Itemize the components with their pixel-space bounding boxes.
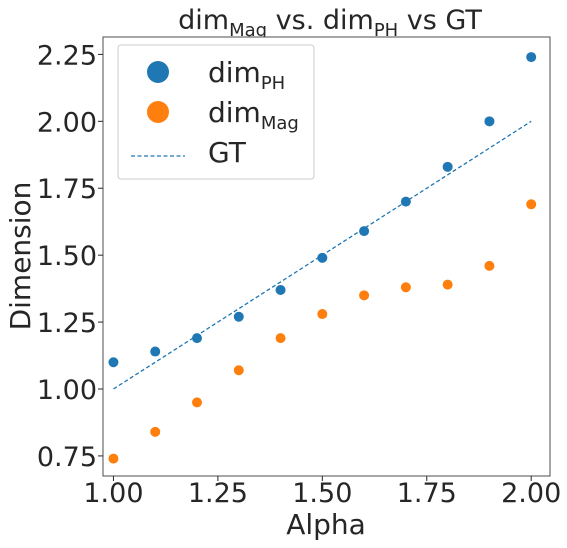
x-tick-label: 2.00 <box>501 478 561 509</box>
y-tick-label: 2.00 <box>37 107 97 138</box>
point-dim-mag <box>108 453 119 464</box>
point-dim-ph <box>359 226 370 237</box>
point-dim-mag <box>317 309 328 320</box>
point-dim-ph <box>191 333 202 344</box>
point-dim-mag <box>526 199 537 210</box>
legend-frame <box>117 44 315 180</box>
point-dim-mag <box>442 279 453 290</box>
legend-marker-dot <box>147 101 169 123</box>
point-dim-mag <box>400 282 411 293</box>
gt-line <box>113 120 532 390</box>
y-tick-label: 2.25 <box>37 40 97 71</box>
x-axis-label: Alpha <box>286 508 366 541</box>
legend-label: dimMag <box>208 96 299 134</box>
x-tick-label: 1.00 <box>83 478 143 509</box>
point-dim-ph <box>317 252 328 263</box>
point-dim-mag <box>359 290 370 301</box>
y-tick-label: 1.75 <box>37 174 97 205</box>
point-dim-ph <box>275 284 286 295</box>
legend-label: dimPH <box>208 56 285 94</box>
series-layer <box>108 52 537 464</box>
y-tick-label: 1.00 <box>37 375 97 406</box>
point-dim-mag <box>275 333 286 344</box>
point-dim-mag <box>191 397 202 408</box>
y-tick-label: 0.75 <box>37 442 97 473</box>
x-tick-label: 1.25 <box>188 478 248 509</box>
point-dim-ph <box>442 161 453 172</box>
point-dim-ph <box>526 52 537 63</box>
y-tick-label: 1.25 <box>37 308 97 339</box>
chart-title: dimMag vs. dimPH vs GT <box>178 5 482 41</box>
y-tick-label: 1.50 <box>37 241 97 272</box>
point-dim-ph <box>484 116 495 127</box>
point-dim-ph <box>108 357 119 368</box>
point-dim-mag <box>233 365 244 376</box>
x-tick-label: 1.50 <box>292 478 352 509</box>
point-dim-mag <box>150 426 161 437</box>
point-dim-ph <box>150 346 161 357</box>
point-dim-ph <box>233 311 244 322</box>
point-dim-mag <box>484 260 495 271</box>
x-tick-label: 1.75 <box>397 478 457 509</box>
legend-marker-dot <box>147 61 169 83</box>
y-axis-label: Dimension <box>4 182 37 331</box>
legend-label: GT <box>208 136 247 169</box>
y-axis: 0.75 1.00 1.25 1.50 1.75 2.00 2.25 <box>37 40 103 473</box>
x-axis: 1.00 1.25 1.50 1.75 2.00 <box>83 476 561 509</box>
